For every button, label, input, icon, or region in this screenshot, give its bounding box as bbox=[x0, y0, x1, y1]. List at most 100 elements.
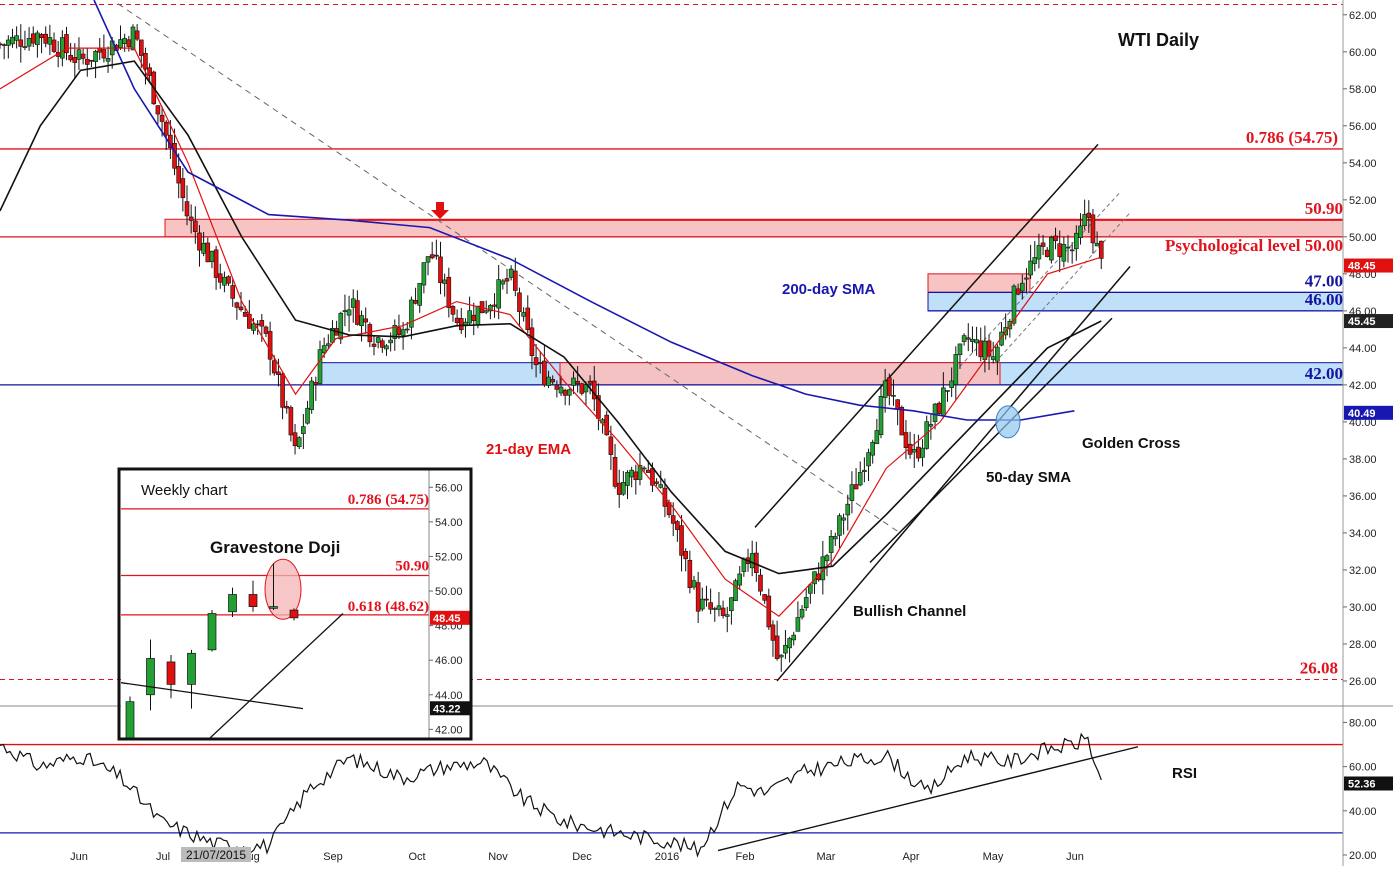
daily-candle bbox=[496, 264, 501, 320]
daily-candle bbox=[326, 334, 331, 350]
level-label-50-00: Psychological level 50.00 bbox=[1165, 236, 1343, 255]
daily-candle bbox=[267, 321, 273, 376]
daily-candle bbox=[953, 346, 959, 400]
x-tick-label: May bbox=[983, 851, 1004, 863]
daily-candle bbox=[147, 63, 152, 82]
x-tick-label: Apr bbox=[902, 851, 919, 863]
inset-tick-label: 54.00 bbox=[435, 517, 463, 529]
daily-candle bbox=[155, 105, 161, 125]
gravestone-doji-label: Gravestone Doji bbox=[210, 538, 340, 557]
date-badge-label: 21/07/2015 bbox=[186, 848, 246, 862]
price-badge bbox=[1344, 314, 1393, 329]
mini-channel-lower bbox=[999, 212, 1131, 358]
weekly-candle bbox=[166, 655, 176, 699]
daily-candle bbox=[276, 358, 281, 387]
daily-candle bbox=[903, 419, 909, 460]
y-tick-label: 40.00 bbox=[1349, 417, 1377, 429]
daily-candle bbox=[837, 513, 842, 548]
y-tick-label: 30.00 bbox=[1349, 602, 1377, 614]
daily-candle bbox=[758, 568, 763, 596]
level-label-47-00: 47.00 bbox=[1305, 271, 1343, 290]
daily-candle bbox=[878, 385, 884, 439]
daily-candle bbox=[700, 587, 705, 612]
daily-candle bbox=[621, 471, 626, 496]
daily-candle bbox=[845, 494, 851, 531]
daily-candle bbox=[184, 185, 190, 226]
daily-candle bbox=[612, 443, 618, 489]
weekly-candle bbox=[289, 608, 299, 621]
level-label-54-75: 0.786 (54.75) bbox=[1246, 128, 1338, 147]
inset-level-label: 0.618 (48.62) bbox=[348, 599, 429, 615]
weekly-candle bbox=[207, 610, 217, 652]
daily-candle bbox=[309, 376, 314, 414]
inset-tick-label: 52.00 bbox=[435, 551, 463, 563]
daily-candle bbox=[446, 267, 452, 318]
rsi-tick-label: 40.00 bbox=[1349, 806, 1377, 818]
x-tick-label: Mar bbox=[817, 851, 836, 863]
daily-candle bbox=[483, 300, 489, 315]
daily-candle bbox=[517, 287, 522, 328]
rsi-value-badge bbox=[1344, 776, 1393, 791]
daily-candle bbox=[799, 605, 805, 620]
golden-cross-marker bbox=[995, 405, 1021, 439]
daily-candle bbox=[550, 375, 556, 385]
level-label-50-90: 50.90 bbox=[1305, 199, 1343, 218]
daily-candle bbox=[22, 30, 28, 51]
inset-level-label: 0.786 (54.75) bbox=[348, 492, 429, 508]
daily-candle bbox=[791, 631, 797, 646]
x-tick-label: Jun bbox=[1066, 851, 1084, 863]
price-badge-label: 40.49 bbox=[1348, 408, 1376, 420]
daily-candle bbox=[421, 262, 427, 294]
daily-candle bbox=[1020, 274, 1025, 300]
daily-candle bbox=[986, 334, 992, 370]
daily-candle bbox=[862, 457, 867, 483]
daily-candle bbox=[317, 340, 323, 385]
rsi-tick-label: 60.00 bbox=[1349, 762, 1377, 774]
daily-candle bbox=[849, 471, 855, 514]
sma200-annotation: 200-day SMA bbox=[782, 281, 876, 298]
daily-candle bbox=[280, 371, 285, 420]
daily-candle bbox=[84, 48, 90, 77]
inset-frame bbox=[117, 467, 473, 741]
channel-support-line bbox=[869, 317, 1113, 564]
y-tick-label: 54.00 bbox=[1349, 158, 1377, 170]
daily-candle bbox=[163, 120, 169, 151]
chart-title: WTI Daily bbox=[1118, 30, 1199, 50]
daily-candle bbox=[1074, 225, 1079, 261]
daily-candle bbox=[176, 153, 181, 199]
daily-candle bbox=[774, 620, 780, 661]
inset-tick-label: 42.00 bbox=[435, 724, 463, 736]
daily-candle bbox=[828, 529, 834, 566]
daily-candle bbox=[438, 241, 443, 295]
level-label-26-08: 26.08 bbox=[1300, 658, 1338, 677]
daily-candle bbox=[500, 278, 506, 290]
daily-candle bbox=[14, 26, 19, 49]
daily-candle bbox=[795, 601, 801, 632]
daily-candle bbox=[637, 452, 643, 486]
daily-candle bbox=[808, 583, 813, 604]
channel-upper-line bbox=[754, 143, 1099, 528]
daily-candle bbox=[995, 344, 1000, 376]
down-arrow-icon bbox=[431, 202, 449, 219]
daily-candle bbox=[841, 513, 846, 535]
x-tick-label: Sep bbox=[323, 851, 343, 863]
daily-candle bbox=[716, 592, 722, 617]
daily-candle bbox=[891, 379, 896, 406]
daily-candle bbox=[999, 322, 1004, 347]
inset-tick-label: 56.00 bbox=[435, 482, 463, 494]
daily-candle bbox=[1032, 241, 1038, 272]
sma50-line bbox=[0, 60, 1102, 575]
daily-candle bbox=[920, 439, 925, 467]
y-tick-label: 42.00 bbox=[1349, 380, 1377, 392]
daily-candle bbox=[1061, 236, 1067, 268]
daily-candle bbox=[193, 206, 198, 244]
daily-candle bbox=[957, 343, 963, 369]
x-tick-label: Jun bbox=[70, 851, 88, 863]
daily-candle bbox=[778, 654, 784, 672]
daily-candle bbox=[737, 566, 743, 590]
inset-price-badge bbox=[430, 610, 470, 625]
daily-candle bbox=[238, 291, 244, 312]
daily-candle bbox=[35, 30, 40, 58]
